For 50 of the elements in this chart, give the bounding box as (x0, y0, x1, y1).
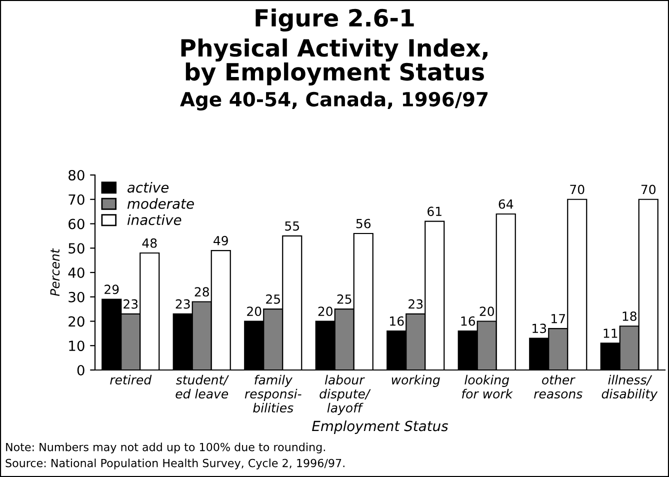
chart-subtitle: Physical Activity Index, by Employment Status Age 40-54, Canada, 1996/97 (180, 38, 488, 110)
data-label: 48 (142, 238, 157, 248)
data-label: 23 (176, 299, 190, 309)
x-tick-label: family responsi- bilities (244, 374, 302, 413)
x-tick-label: labour dispute/ layoff (320, 374, 371, 415)
data-label: 55 (285, 221, 299, 231)
data-label: 70 (570, 184, 584, 194)
data-label: 49 (214, 236, 228, 246)
y-tick-label: 60 (68, 218, 84, 230)
x-tick-label: retired (110, 374, 152, 385)
y-tick-label: 20 (68, 316, 84, 327)
y-tick-label: 70 (68, 194, 84, 205)
y-tick-label: 30 (68, 292, 84, 302)
x-tick-label: working (392, 374, 440, 387)
legend-label: active (128, 182, 169, 193)
data-label: 13 (532, 324, 546, 334)
data-label: 11 (604, 328, 618, 338)
data-label: 23 (124, 299, 138, 309)
x-tick-label: illness/ disability (602, 374, 658, 401)
data-label: 18 (622, 311, 636, 321)
x-tick-label: student/ ed leave (176, 374, 229, 399)
data-label: 25 (337, 294, 352, 304)
y-tick-label: 0 (77, 364, 84, 376)
x-tick-label: looking for work (462, 374, 513, 399)
y-tick-label: 10 (69, 340, 84, 352)
data-label: 70 (641, 184, 656, 194)
y-tick-label: 80 (68, 170, 84, 180)
y-tick-label: 50 (68, 243, 84, 254)
text: Note: Numbers may not add up to 100% due to rounding. (6, 442, 325, 454)
data-label: 61 (428, 206, 442, 216)
data-label: 28 (194, 287, 209, 297)
data-label: 56 (356, 218, 371, 228)
chart-title: Figure 2.6-1 (256, 8, 414, 32)
data-label: 29 (104, 284, 119, 294)
data-label: 16 (390, 316, 404, 326)
data-label: 20 (247, 306, 262, 316)
data-label: 20 (480, 306, 494, 316)
legend-label: inactive (127, 214, 182, 226)
y-tick-label: 40 (68, 267, 84, 278)
data-label: 23 (408, 299, 423, 309)
x-axis-title: Employment Status (312, 420, 448, 434)
y-axis-title: Percent (50, 248, 60, 296)
x-tick-label: other reasons (534, 374, 582, 399)
legend-label: moderate (127, 198, 194, 209)
source-note: Source: National Population Health Survey, Cycle 2, 1996/97. (6, 458, 344, 470)
data-label: 17 (552, 314, 566, 324)
data-label: 64 (498, 199, 514, 209)
data-label: 16 (461, 316, 476, 326)
data-label: 20 (318, 306, 332, 316)
data-label: 25 (266, 294, 280, 304)
